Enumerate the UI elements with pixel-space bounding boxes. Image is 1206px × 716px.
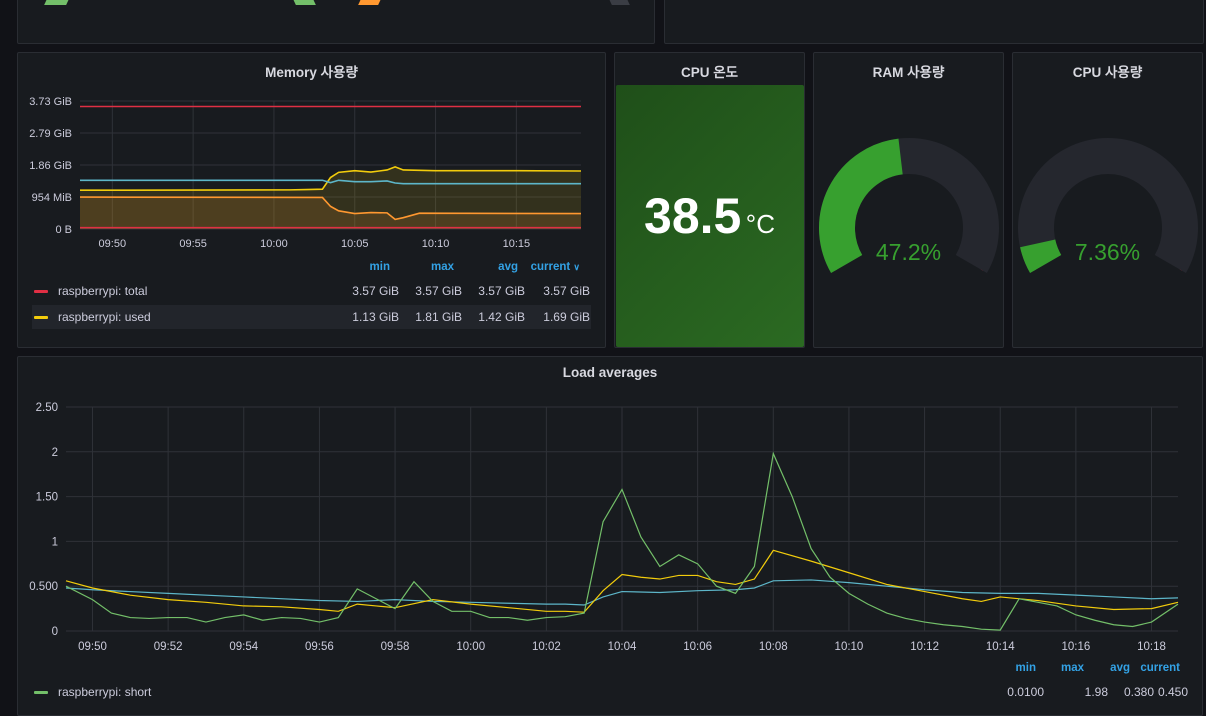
ram-gauge xyxy=(819,138,999,273)
cpu-gauge xyxy=(1018,138,1198,273)
series-line xyxy=(79,166,582,192)
cpu-temp-title: CPU 온도 xyxy=(680,65,739,80)
memory-legend-header-current[interactable]: current ∨ xyxy=(518,261,580,273)
load-legend-header-min[interactable]: min xyxy=(1015,662,1036,674)
load-averages-chart[interactable]: 0 0.500 1 1.50 2 2.50 09:50 09:52 09:54 09:56 09:5… xyxy=(18,393,1203,663)
load-legend-header-current[interactable]: current xyxy=(1140,662,1180,674)
cpu-temp-value-wrap: 38.5 °C xyxy=(615,187,804,245)
y-tick-label: 2 xyxy=(52,447,58,459)
memory-panel-title: Memory 사용량 xyxy=(265,65,358,80)
memory-legend-header-avg[interactable]: avg xyxy=(498,261,518,273)
cpu-gauge-panel[interactable]: CPU 사용량 7.36% xyxy=(1012,52,1203,348)
y-tick-label: 0 B xyxy=(55,224,72,236)
gauge-track xyxy=(1018,138,1198,273)
cpu-temp-stat-background xyxy=(616,85,804,347)
ram-gauge-title: RAM 사용량 xyxy=(872,65,945,80)
top-left-green-mark-2 xyxy=(292,0,316,5)
x-tick-label: 10:16 xyxy=(1061,641,1090,653)
x-tick-label: 09:55 xyxy=(179,238,207,250)
y-tick-label: 3.73 GiB xyxy=(29,96,72,108)
y-tick-label: 0.500 xyxy=(29,581,58,593)
x-tick-label: 10:00 xyxy=(456,641,485,653)
load-legend-header-max[interactable]: max xyxy=(1060,662,1084,674)
cpu-gauge-title: CPU 사용량 xyxy=(1072,65,1143,80)
x-tick-label: 09:50 xyxy=(78,641,107,653)
legend-current: 1.69 GiB xyxy=(543,310,590,324)
memory-legend-header-max[interactable]: max xyxy=(430,261,454,273)
legend-max: 3.57 GiB xyxy=(415,284,462,298)
memory-legend-header-current-label: current xyxy=(530,261,571,273)
x-tick-label: 10:00 xyxy=(260,238,288,250)
cpu-temp-value: 38.5 xyxy=(644,188,742,244)
legend-avg: 0.380 xyxy=(1123,685,1154,699)
memory-legend-header-min[interactable]: min xyxy=(369,261,390,273)
legend-min: 1.13 GiB xyxy=(352,310,399,324)
cpu-gauge-value: 7.36% xyxy=(1074,239,1141,265)
cpu-temp-panel[interactable]: CPU 온도 38.5 °C xyxy=(614,52,805,348)
y-tick-label: 1.50 xyxy=(36,492,58,504)
x-tick-label: 10:14 xyxy=(986,641,1015,653)
memory-legend-row[interactable]: raspberrypi: total 3.57 GiB 3.57 GiB 3.5… xyxy=(32,279,591,303)
legend-series-name: raspberrypi: total xyxy=(58,284,148,298)
top-left-green-mark xyxy=(44,0,70,5)
legend-series-name: raspberrypi: used xyxy=(58,310,151,324)
series-line xyxy=(65,451,1179,631)
cpu-temp-unit: °C xyxy=(745,209,775,239)
memory-chart[interactable]: 0 B 954 MiB 1.86 GiB 2.79 GiB 3.73 GiB 09:50 0… xyxy=(18,89,606,289)
x-tick-label: 10:10 xyxy=(422,238,450,250)
memory-panel[interactable]: Memory 사용량 0 B 954 MiB 1.86 GiB 2.79 GiB 3.7… xyxy=(17,52,606,348)
load-averages-panel[interactable]: Load averages 0 0.500 1 1.50 2 2.50 09:50 09:52… xyxy=(17,356,1203,716)
y-tick-label: 2.50 xyxy=(36,402,58,414)
top-left-panel[interactable] xyxy=(17,0,655,44)
x-tick-label: 09:56 xyxy=(305,641,334,653)
x-tick-label: 09:54 xyxy=(229,641,258,653)
legend-max: 1.98 xyxy=(1084,685,1108,699)
legend-avg: 1.42 GiB xyxy=(478,310,525,324)
x-tick-label: 09:50 xyxy=(99,238,127,250)
x-tick-label: 10:05 xyxy=(341,238,369,250)
x-tick-label: 09:58 xyxy=(381,641,410,653)
sort-chevron-icon: ∨ xyxy=(573,262,580,272)
legend-min: 0.0100 xyxy=(1007,685,1044,699)
legend-max: 1.81 GiB xyxy=(415,310,462,324)
ram-gauge-panel[interactable]: RAM 사용량 47.2% xyxy=(813,52,1004,348)
top-left-orange-mark xyxy=(358,0,382,5)
x-tick-label: 10:06 xyxy=(683,641,712,653)
load-legend-header-avg[interactable]: avg xyxy=(1110,662,1130,674)
legend-avg: 3.57 GiB xyxy=(478,284,525,298)
y-tick-label: 1 xyxy=(52,536,58,548)
x-tick-label: 10:12 xyxy=(910,641,939,653)
x-tick-label: 09:52 xyxy=(154,641,183,653)
gauge-value-arc xyxy=(819,138,904,273)
series-line xyxy=(80,179,581,185)
series-line xyxy=(79,196,582,221)
load-averages-title: Load averages xyxy=(562,365,658,380)
gauge-value-arc xyxy=(1020,238,1062,273)
legend-min: 3.57 GiB xyxy=(352,284,399,298)
x-tick-label: 10:04 xyxy=(608,641,637,653)
y-tick-label: 1.86 GiB xyxy=(29,160,72,172)
series-line xyxy=(65,549,1179,613)
x-tick-label: 10:08 xyxy=(759,641,788,653)
x-tick-label: 10:10 xyxy=(835,641,864,653)
legend-swatch xyxy=(34,316,48,319)
x-tick-label: 10:02 xyxy=(532,641,561,653)
legend-series-name: raspberrypi: short xyxy=(58,685,152,699)
memory-legend-row[interactable]: raspberrypi: used 1.13 GiB 1.81 GiB 1.42… xyxy=(32,305,591,329)
y-tick-label: 0 xyxy=(52,626,58,638)
load-legend-row[interactable]: raspberrypi: short 0.0100 1.98 0.380 0.4… xyxy=(32,680,1188,704)
series-area xyxy=(80,197,581,229)
x-tick-label: 10:15 xyxy=(503,238,531,250)
top-left-gray-mark xyxy=(608,0,630,5)
legend-swatch xyxy=(34,691,48,694)
y-tick-label: 2.79 GiB xyxy=(29,128,72,140)
x-tick-label: 10:18 xyxy=(1137,641,1166,653)
legend-current: 3.57 GiB xyxy=(543,284,590,298)
top-right-panel[interactable] xyxy=(664,0,1204,44)
legend-current: 0.450 xyxy=(1157,685,1188,699)
y-tick-label: 954 MiB xyxy=(32,192,72,204)
ram-gauge-value: 47.2% xyxy=(875,239,942,265)
legend-swatch xyxy=(34,290,48,293)
series-line xyxy=(65,579,1179,606)
